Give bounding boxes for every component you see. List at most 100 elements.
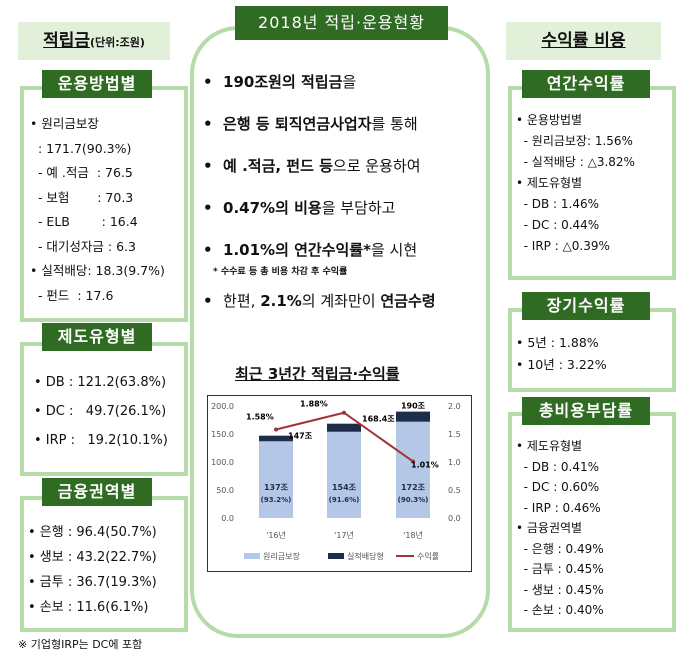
section-line: • 금융권역별 (516, 521, 583, 535)
section-line: - DB : 0.41% (516, 459, 600, 474)
y2-tick-label: 1.0 (448, 458, 461, 467)
bullet-text: 한편, (223, 292, 261, 310)
section-line: - DC : 0.44% (516, 218, 600, 232)
line-point (274, 427, 278, 432)
bullet-dot: • (203, 241, 224, 259)
section-header: 금융권역별 (42, 478, 152, 506)
section-header: 연간수익률 (522, 70, 650, 98)
section-box-type (20, 342, 188, 476)
bullet-dot: • (203, 115, 224, 133)
line-label: 1.58% (246, 413, 274, 422)
legend-label: 실적배당형 (347, 551, 384, 561)
footnote-note: * 수수료 등 총 비용 차감 후 수익률 (213, 267, 348, 277)
section-line: - 대기성자금 : 6.3 (30, 238, 136, 254)
section-line: • 운용방법별 (516, 113, 583, 127)
line-point (411, 459, 415, 464)
y-tick-label: 150.0 (211, 430, 234, 439)
summary-bullet: • 190조원의 적립금을 (203, 72, 436, 92)
bullet-text: 을 (342, 73, 357, 91)
bullet-text: 의 계좌만이 (301, 292, 381, 310)
y-tick-label: 200.0 (211, 402, 234, 411)
section-line: - IRP : 0.46% (516, 500, 601, 515)
bullet-text: 예 .적금, 펀드 등 (223, 157, 333, 175)
section-line: • 5년 : 1.88% (516, 335, 599, 350)
section-line: • 원리금보장 (30, 116, 99, 131)
section-line: - 손보 : 0.40% (516, 603, 604, 617)
chart-frame: 0.0 50.0 100.0 150.0 200.0 0.0 0.5 1.0 1.5 2.0 137… (207, 395, 472, 572)
bullet-dot: • (203, 73, 224, 91)
section-line: - 보험 : 70.3 (30, 189, 134, 205)
section-body: • 제도유형별 - DB : 0.41% - DC : 0.60% - IRP … (516, 436, 604, 621)
bullet-dot: • (203, 157, 224, 175)
bar-guaranteed (327, 431, 361, 518)
bullet-text: 을 부담하고 (321, 199, 396, 217)
section-line: • 제도유형별 (516, 176, 583, 190)
line-label: 1.88% (300, 400, 328, 409)
bar-label: 137조 (264, 483, 289, 492)
summary-bullets: • 190조원의 적립금을 • 은행 등 퇴직연금사업자를 통해 • 예 .적금, … (203, 72, 436, 333)
bar-sublabel: (93.2%) (261, 496, 292, 504)
section-header: 제도유형별 (42, 323, 152, 351)
category-title: 수익률 비용 (541, 31, 626, 51)
right-category-header: 수익률 비용 (506, 22, 661, 60)
bar-performance (259, 435, 293, 442)
bar-performance (327, 423, 361, 432)
bar-sublabel: (90.3%) (398, 496, 429, 504)
bar-label: 154조 (332, 483, 357, 492)
legend-label: 수익률 (417, 551, 439, 561)
section-header: 총비용부담률 (522, 397, 650, 425)
center-title: 2018년 적립·운용현황 (235, 6, 448, 40)
section-header: 장기수익률 (522, 292, 650, 320)
bullet-text: 1.01%의 연간수익률* (223, 241, 371, 259)
section-line: • 은행 : 96.4(50.7%) (28, 525, 157, 540)
summary-bullet: • 한편, 2.1%의 계좌만이 연금수령 (203, 291, 436, 311)
section-line: - 실적배당 : △3.82% (516, 155, 635, 169)
section-line: • DC : 49.7(26.1%) (34, 404, 167, 419)
unit-label: (단위:조원) (89, 36, 145, 49)
bullet-text: 연금수령 (380, 292, 436, 310)
section-line: • 제도유형별 (516, 439, 583, 453)
y2-tick-label: 0.0 (448, 514, 461, 523)
left-category-header: 적립금(단위:조원) (18, 22, 170, 60)
section-line: - DC : 0.60% (516, 480, 600, 494)
bar-total-label: 190조 (401, 402, 426, 411)
summary-bullet: • 은행 등 퇴직연금사업자를 통해 (203, 114, 436, 134)
section-line: • 금투 : 36.7(19.3%) (28, 575, 157, 590)
bullet-text: 은행 등 퇴직연금사업자 (223, 115, 372, 133)
section-box-total-cost (508, 412, 676, 632)
chart-title: 최근 3년간 적립금·수익률 (235, 365, 400, 383)
bar-sublabel: (91.6%) (329, 496, 360, 504)
footnote: ※ 기업형IRP는 DC에 포함 (18, 638, 143, 651)
bar-guaranteed (259, 441, 293, 518)
section-line: • 10년 : 3.22% (516, 357, 607, 372)
category-title: 적립금 (43, 31, 90, 51)
legend-label: 원리금보장 (263, 551, 300, 561)
section-body: • DB : 121.2(63.8%) • DC : 49.7(26.1%) • I… (34, 368, 168, 455)
y2-tick-label: 0.5 (448, 486, 461, 495)
section-line: - 은행 : 0.49% (516, 541, 604, 556)
center-panel (190, 26, 490, 638)
section-line: • DB : 121.2(63.8%) (34, 375, 167, 390)
x-tick-label: '18년 (403, 530, 423, 540)
y-tick-label: 0.0 (221, 514, 234, 523)
x-tick-label: '16년 (266, 530, 286, 540)
section-body: • 운용방법별 - 원리금보장: 1.56% - 실적배당 : △3.82% • … (516, 110, 635, 257)
bullet-text: 0.47%의 비용 (223, 199, 322, 217)
chart-svg: 0.0 50.0 100.0 150.0 200.0 0.0 0.5 1.0 1.5 2.0 137… (211, 400, 461, 561)
section-line: • 실적배당: 18.3(9.7%) (30, 263, 165, 278)
section-line: : 171.7(90.3%) (30, 140, 132, 156)
section-header: 운용방법별 (42, 70, 152, 98)
bar-label: 172조 (401, 483, 426, 492)
bar-total-label: 168.4조 (362, 415, 395, 424)
section-line: • 생보 : 43.2(22.7%) (28, 550, 157, 565)
section-line: - 생보 : 0.45% (516, 582, 604, 597)
section-line: - 펀드 : 17.6 (30, 287, 114, 303)
bullet-dot: • (203, 199, 224, 217)
bullet-dot: • (203, 292, 224, 310)
section-body: • 원리금보장 : 171.7(90.3%) - 예 .적금 : 76.5 - … (30, 112, 165, 308)
line-point (342, 410, 346, 415)
section-line: - DB : 1.46% (516, 197, 600, 211)
section-line: - 예 .적금 : 76.5 (30, 165, 133, 180)
bullet-text: 2.1% (260, 292, 302, 310)
bar-total-label: 147조 (288, 432, 313, 441)
